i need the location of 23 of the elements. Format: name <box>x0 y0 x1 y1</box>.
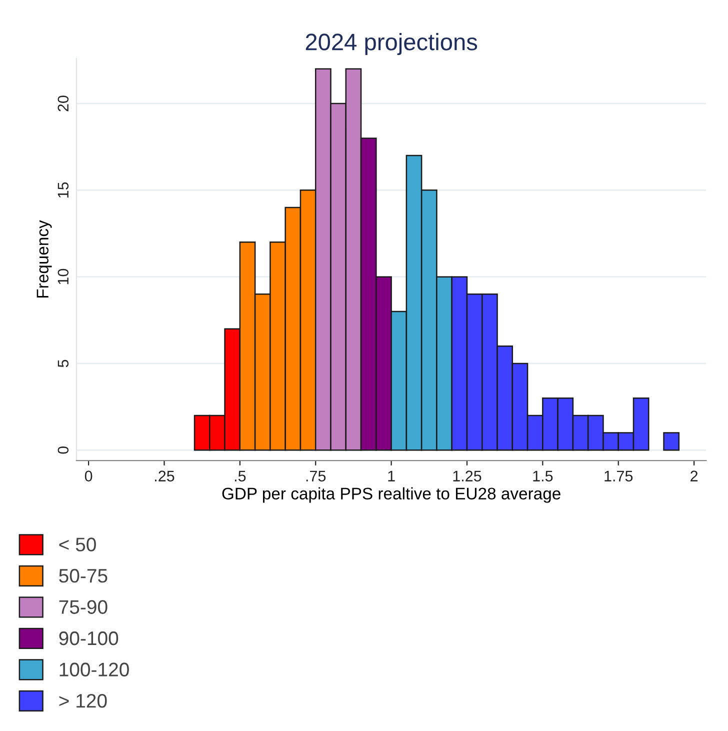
x-tick-label: .25 <box>155 470 174 482</box>
legend-label: 75-90 <box>59 600 108 614</box>
y-tick-label: 5 <box>58 360 69 368</box>
y-axis-title: Frequency <box>36 220 52 298</box>
x-tick-label: 1.25 <box>453 470 482 482</box>
legend-label: 50-75 <box>59 568 108 583</box>
chart-title: 2024 projections <box>306 33 478 56</box>
x-tick-label: 1.75 <box>604 470 633 482</box>
x-tick-label: .75 <box>306 470 326 482</box>
x-axis-title: GDP per capita PPS realtive to EU28 average <box>222 487 560 503</box>
y-tick-label: 15 <box>58 182 69 198</box>
legend-label: 100-120 <box>60 662 129 676</box>
legend-label: 90-100 <box>59 631 118 646</box>
y-tick-label: 10 <box>58 268 69 284</box>
x-tick-label: .5 <box>234 470 246 482</box>
legend-label: > 120 <box>59 694 107 708</box>
x-tick-label: 1.5 <box>533 470 553 482</box>
x-tick-label: 2 <box>690 470 698 482</box>
y-tick-label: 0 <box>58 446 69 454</box>
y-tick-label: 20 <box>58 96 69 112</box>
x-tick-label: 1 <box>388 470 395 482</box>
x-tick-label: 0 <box>84 470 92 482</box>
legend-label: < 50 <box>59 538 96 552</box>
